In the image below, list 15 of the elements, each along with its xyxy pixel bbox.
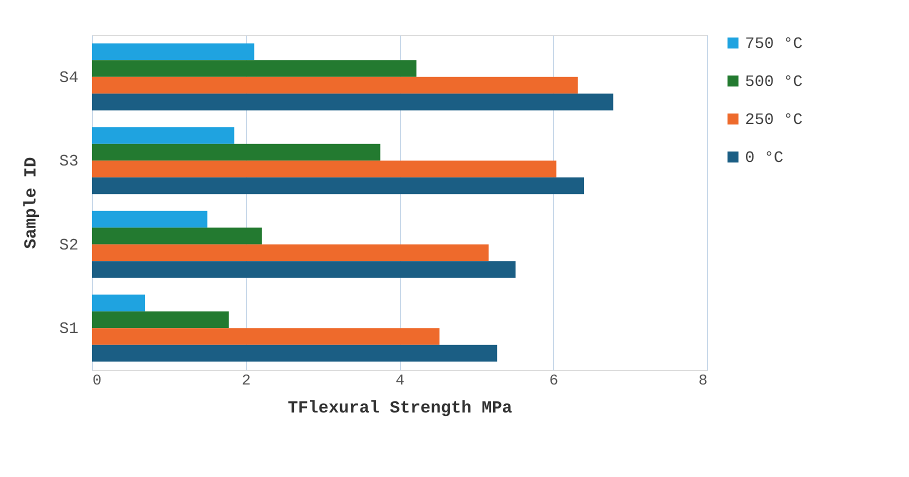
y-tick-label: S1 [59,320,78,338]
x-tick-label: 0 [92,372,102,390]
x-tick-label: 6 [549,372,558,390]
y-tick-label: S3 [59,152,78,171]
legend-label: 500 °C [745,73,803,91]
y-tick-label: S2 [59,236,78,254]
x-tick-label: 4 [395,372,405,390]
legend-label: 750 °C [745,35,803,53]
legend-label: 0 °C [745,149,784,167]
x-axis-title: TFlexural Strength MPa [288,400,512,418]
x-tick-label: 2 [242,372,251,390]
y-axis-title: Sample ID [22,157,42,249]
legend-label: 250 °C [745,111,803,129]
y-tick-label: S4 [59,68,78,87]
x-tick-label: 8 [698,372,708,390]
